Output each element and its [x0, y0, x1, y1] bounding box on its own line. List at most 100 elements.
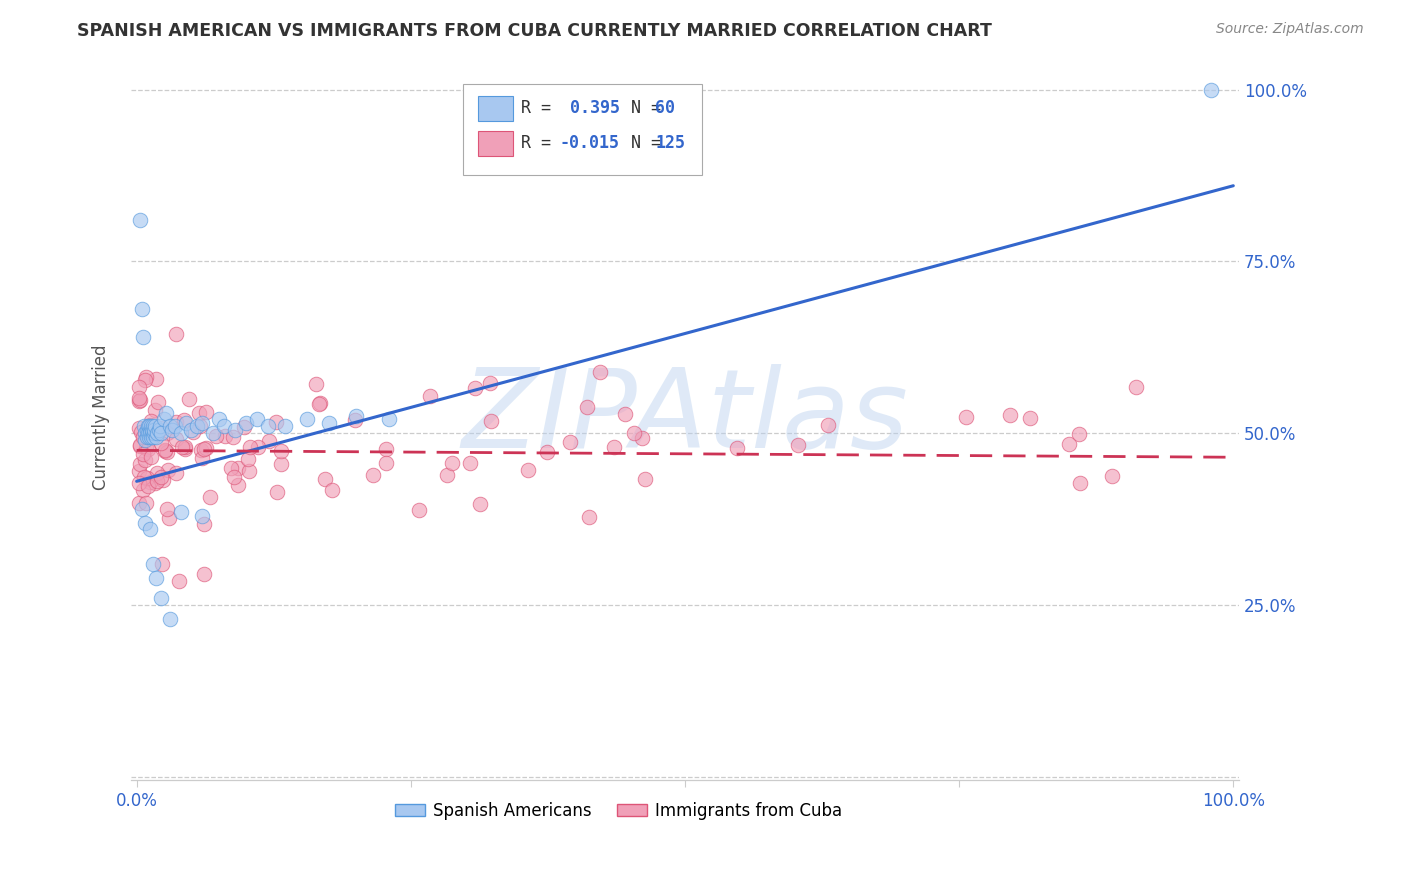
Point [173, 413, 195, 427]
Point [235, 416, 257, 430]
Point [129, 457, 152, 471]
Point [139, 426, 162, 441]
Point [623, 425, 645, 440]
FancyBboxPatch shape [464, 84, 702, 175]
Text: R =: R = [522, 99, 561, 117]
Point [363, 467, 385, 482]
Point [149, 419, 172, 434]
Point [998, 408, 1021, 422]
Point [378, 412, 401, 426]
Point [138, 419, 160, 434]
Point [955, 409, 977, 424]
Point [132, 469, 155, 483]
Point [344, 413, 367, 427]
Point [174, 416, 197, 430]
Point [318, 416, 340, 430]
Point [156, 444, 179, 458]
Point [264, 415, 287, 429]
Point [224, 423, 246, 437]
Point [198, 490, 221, 504]
FancyBboxPatch shape [478, 96, 513, 121]
Point [169, 505, 191, 519]
Point [1101, 468, 1123, 483]
Point [375, 442, 398, 456]
Point [238, 452, 260, 467]
Point [135, 496, 157, 510]
Point [165, 433, 187, 447]
Point [131, 501, 153, 516]
Point [142, 429, 165, 443]
Point [165, 326, 187, 341]
Point [186, 419, 208, 434]
Point [136, 419, 159, 434]
Point [314, 472, 336, 486]
Point [136, 426, 159, 441]
Point [148, 395, 170, 409]
Point [257, 419, 280, 434]
Point [135, 429, 157, 443]
Point [270, 457, 292, 471]
Point [165, 466, 187, 480]
Point [139, 423, 162, 437]
Point [1018, 410, 1040, 425]
Text: N =: N = [610, 134, 671, 152]
Point [128, 475, 150, 490]
Point [145, 372, 167, 386]
Point [143, 403, 166, 417]
Point [152, 474, 174, 488]
Point [270, 444, 292, 458]
Point [128, 380, 150, 394]
Point [135, 423, 157, 437]
Point [321, 483, 343, 498]
Point [142, 419, 165, 434]
Point [479, 376, 502, 391]
Point [138, 429, 160, 443]
Point [238, 464, 260, 478]
Point [1067, 427, 1090, 442]
Point [517, 463, 540, 477]
Point [188, 418, 211, 433]
Point [128, 438, 150, 452]
Point [309, 396, 332, 410]
Point [148, 423, 170, 437]
Point [233, 420, 256, 434]
Point [128, 496, 150, 510]
Point [174, 441, 197, 455]
Point [194, 442, 217, 456]
Point [181, 425, 204, 439]
Point [143, 426, 166, 441]
Point [187, 406, 209, 420]
Point [221, 460, 243, 475]
Point [226, 460, 249, 475]
Point [222, 470, 245, 484]
Point [174, 442, 197, 456]
Point [193, 517, 215, 532]
Point [139, 419, 162, 434]
Point [266, 485, 288, 500]
Point [139, 429, 162, 443]
Point [139, 414, 162, 428]
Point [375, 456, 398, 470]
Text: Source: ZipAtlas.com: Source: ZipAtlas.com [1216, 22, 1364, 37]
Point [149, 591, 172, 606]
Point [132, 430, 155, 444]
Text: 60: 60 [655, 99, 675, 117]
Text: R =: R = [522, 134, 561, 152]
Point [169, 426, 191, 441]
Point [145, 570, 167, 584]
Point [305, 377, 328, 392]
Point [134, 453, 156, 467]
Point [136, 471, 159, 485]
Point [418, 389, 440, 403]
Point [156, 463, 179, 477]
Point [408, 502, 430, 516]
Point [134, 419, 156, 434]
Point [464, 381, 486, 395]
Text: ZIPAtlas: ZIPAtlas [461, 364, 908, 471]
Point [128, 464, 150, 478]
Text: 0.395: 0.395 [560, 99, 620, 117]
Point [155, 406, 177, 420]
Point [150, 470, 173, 484]
Point [149, 435, 172, 450]
Point [817, 418, 839, 433]
